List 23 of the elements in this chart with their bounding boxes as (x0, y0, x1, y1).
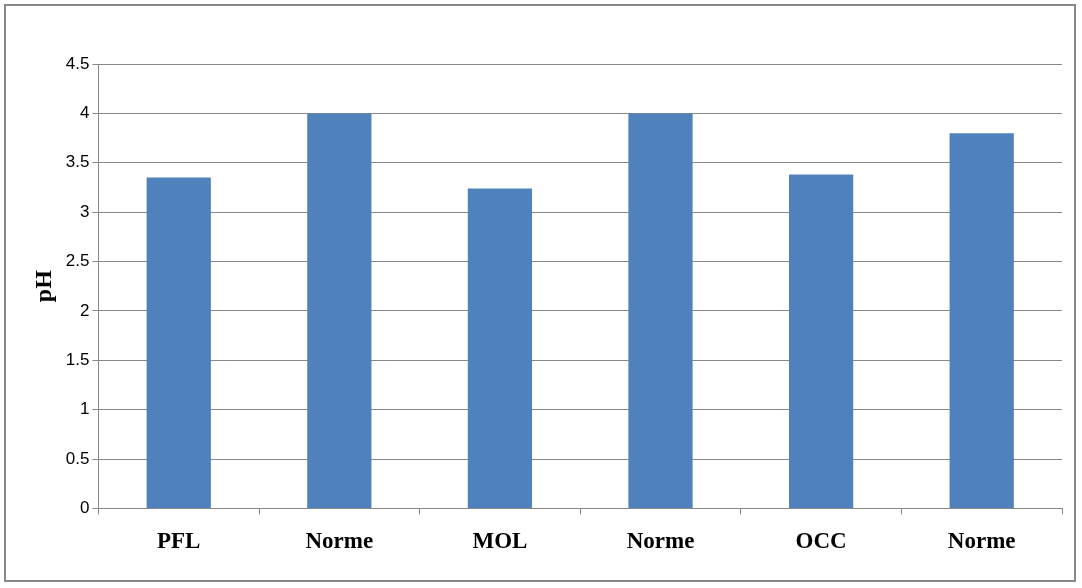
x-tick-label: MOL (472, 528, 528, 554)
bar (467, 188, 533, 508)
y-tick-label: 3.5 (65, 152, 90, 172)
x-tick-label: PFL (157, 528, 201, 554)
y-tick-label: 4 (79, 103, 90, 123)
y-axis-title: pH (29, 269, 56, 303)
bar (788, 174, 854, 508)
x-tick-label: OCC (795, 528, 847, 554)
x-tick-label: Norme (305, 528, 374, 554)
y-tick-label: 1 (79, 399, 90, 419)
y-tick-label: 3 (79, 201, 90, 221)
x-tick-label: Norme (626, 528, 695, 554)
y-tick-label: 0.5 (65, 448, 90, 468)
bar (307, 113, 372, 508)
bar (628, 113, 693, 508)
y-tick-label: 0 (79, 498, 90, 518)
y-tick-label: 2 (79, 300, 90, 320)
y-tick-label: 1.5 (65, 349, 90, 369)
y-tick-label: 2.5 (65, 251, 90, 271)
bar (146, 177, 211, 508)
x-tick-label: Norme (947, 528, 1016, 554)
bar (949, 133, 1014, 508)
y-tick-label: 4.5 (65, 53, 90, 73)
